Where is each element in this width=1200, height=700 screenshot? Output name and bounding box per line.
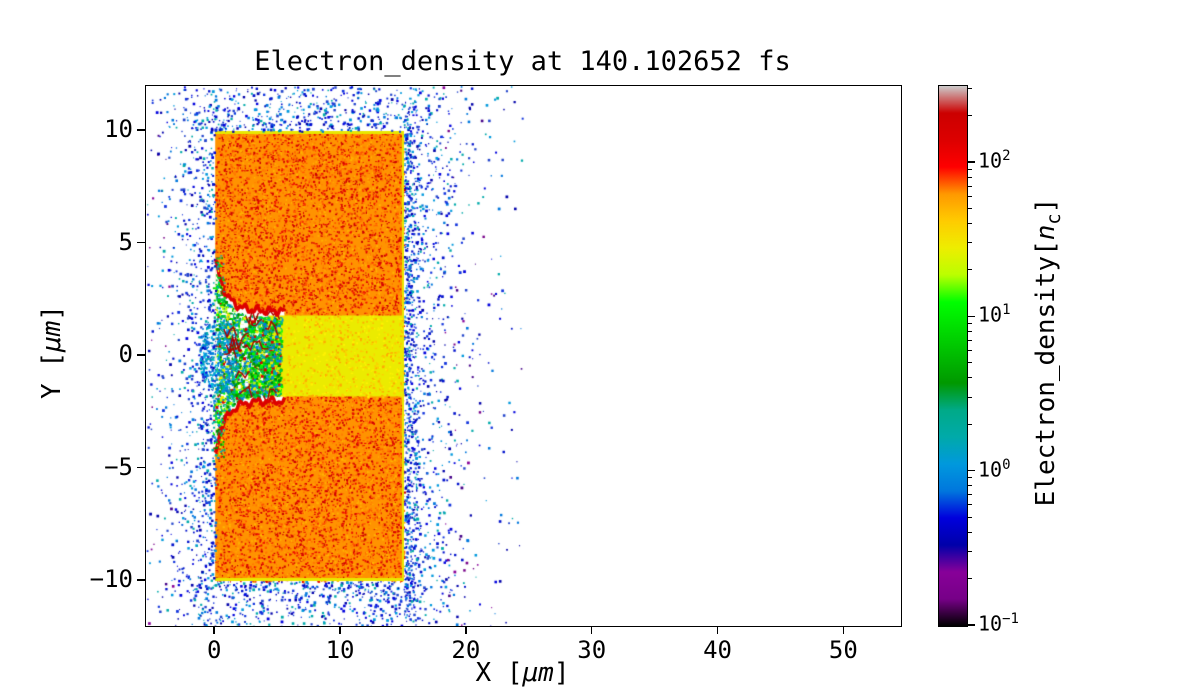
y-tick-label: 5 — [118, 227, 133, 256]
y-tick-label: 0 — [118, 340, 133, 368]
x-tick — [590, 627, 593, 634]
colorbar-minor-tick — [968, 168, 972, 170]
colorbar-minor-tick — [968, 485, 972, 487]
x-tick-label: 10 — [325, 636, 355, 664]
colorbar-tick-label: 10−1 — [978, 611, 1019, 636]
colorbar-minor-tick — [968, 242, 972, 244]
colorbar-minor-tick — [968, 176, 972, 178]
colorbar-tick — [968, 161, 975, 163]
chart-title-text: Electron_density at 140.102652 fs — [254, 46, 791, 77]
colorbar-minor-tick — [968, 322, 972, 324]
colorbar-minor-tick — [968, 423, 972, 425]
colorbar-minor-tick — [968, 350, 972, 352]
plot-canvas — [145, 85, 902, 627]
colorbar-minor-tick — [968, 504, 972, 506]
colorbar-label-sub: c — [1044, 213, 1066, 225]
chart-title: Electron_density at 140.102652 fs — [145, 46, 900, 77]
y-tick — [137, 354, 145, 356]
colorbar-tick-label: 100 — [978, 456, 1011, 482]
x-tick-label: 40 — [703, 636, 732, 664]
colorbar-minor-tick — [968, 477, 972, 479]
colorbar-label-post: ] — [1030, 197, 1061, 214]
colorbar-minor-tick — [968, 550, 972, 552]
colorbar-minor-tick — [968, 531, 972, 533]
colorbar-tick — [968, 315, 975, 318]
y-tick — [137, 579, 145, 581]
colorbar-minor-tick — [968, 330, 972, 332]
colorbar-canvas — [938, 85, 968, 627]
colorbar-minor-tick — [968, 195, 972, 197]
y-tick-label: −10 — [89, 565, 133, 593]
x-axis-label-pre: X [ — [475, 658, 523, 688]
colorbar-minor-tick — [968, 377, 972, 379]
colorbar-label: Electron_density[nc] — [1031, 198, 1065, 507]
x-tick — [465, 627, 467, 634]
colorbar-minor-tick — [968, 185, 972, 187]
colorbar-label-var: n — [1030, 224, 1061, 241]
x-tick — [213, 627, 215, 634]
colorbar-minor-tick — [968, 269, 972, 271]
colorbar-minor-tick — [968, 87, 972, 89]
x-tick — [339, 627, 341, 634]
y-tick-label: 10 — [104, 115, 133, 143]
x-tick-label: 50 — [828, 636, 858, 664]
colorbar-minor-tick — [968, 516, 972, 518]
y-tick — [137, 241, 145, 244]
colorbar-minor-tick — [968, 362, 972, 364]
colorbar-label-pre: Electron_density[ — [1030, 240, 1061, 507]
colorbar-minor-tick — [968, 223, 972, 224]
colorbar-minor-tick — [968, 396, 972, 398]
colorbar-minor-tick — [968, 578, 972, 580]
x-axis-unit: μm — [522, 658, 554, 688]
y-tick-label: −5 — [104, 452, 133, 481]
y-tick — [137, 466, 145, 469]
colorbar-tick-label: 101 — [978, 302, 1011, 328]
y-tick — [137, 129, 145, 131]
x-axis-label: X [μm] — [145, 658, 900, 688]
y-axis-label-post: ] — [37, 305, 67, 321]
colorbar-tick — [968, 469, 975, 472]
colorbar-tick — [968, 624, 975, 626]
colorbar-minor-tick — [968, 494, 972, 496]
x-axis-label-post: ] — [553, 658, 570, 688]
x-tick — [716, 627, 719, 634]
x-tick-label: 20 — [451, 636, 481, 664]
colorbar-tick-label: 102 — [978, 148, 1011, 173]
colorbar-minor-tick — [968, 339, 972, 341]
x-tick-label: 0 — [206, 636, 222, 664]
colorbar-minor-tick — [968, 208, 972, 210]
x-tick-label: 30 — [577, 636, 607, 664]
colorbar-minor-tick — [968, 115, 972, 117]
x-tick — [842, 627, 845, 634]
